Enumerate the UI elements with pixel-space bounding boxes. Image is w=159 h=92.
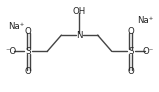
Text: N: N: [76, 31, 83, 40]
Text: S: S: [26, 47, 31, 56]
Text: ⁻O: ⁻O: [5, 47, 17, 56]
Text: Na⁺: Na⁺: [138, 16, 154, 25]
Text: S: S: [128, 47, 133, 56]
Text: O: O: [127, 27, 134, 36]
Text: OH: OH: [73, 7, 86, 16]
Text: O⁻: O⁻: [142, 47, 154, 56]
Text: O: O: [25, 67, 32, 76]
Text: O: O: [25, 27, 32, 36]
Text: O: O: [127, 67, 134, 76]
Text: Na⁺: Na⁺: [8, 22, 25, 31]
